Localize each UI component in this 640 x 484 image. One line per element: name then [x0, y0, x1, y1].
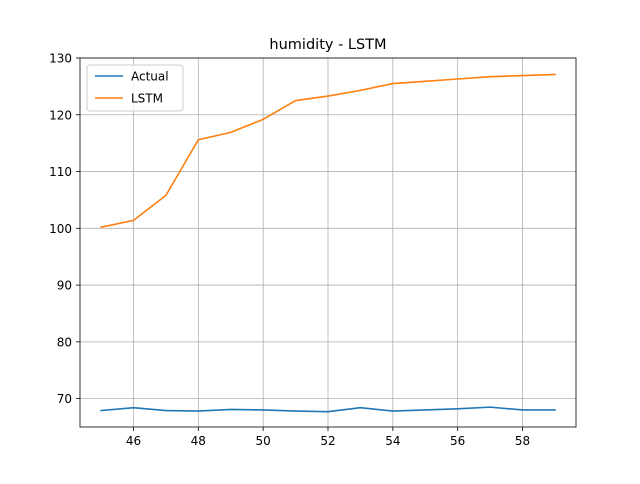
y-tick-label: 110: [49, 165, 72, 179]
chart-title: humidity - LSTM: [269, 37, 386, 53]
x-tick-label: 48: [191, 434, 206, 448]
series-line-lstm: [100, 73, 556, 229]
y-tick-label: 120: [49, 108, 72, 122]
y-tick-label: 100: [49, 222, 72, 236]
x-tick-label: 56: [450, 434, 465, 448]
series-line-actual: [100, 406, 556, 413]
y-tick-label: 90: [57, 279, 72, 293]
legend: Actual LSTM: [86, 64, 184, 112]
x-tick-label: 52: [320, 434, 335, 448]
legend-label: LSTM: [131, 92, 163, 106]
series-layer: [100, 73, 556, 413]
x-tick-label: 54: [385, 434, 400, 448]
x-tick-label: 58: [515, 434, 530, 448]
x-tick-label: 50: [256, 434, 271, 448]
y-axis: 70 80 90 100 110 120 130: [49, 52, 80, 406]
y-tick-label: 130: [49, 52, 72, 66]
y-tick-label: 80: [57, 335, 72, 349]
y-tick-label: 70: [57, 392, 72, 406]
x-tick-label: 46: [126, 434, 141, 448]
legend-label: Actual: [131, 70, 169, 84]
x-axis: 46 48 50 52 54 56 58: [126, 427, 530, 448]
